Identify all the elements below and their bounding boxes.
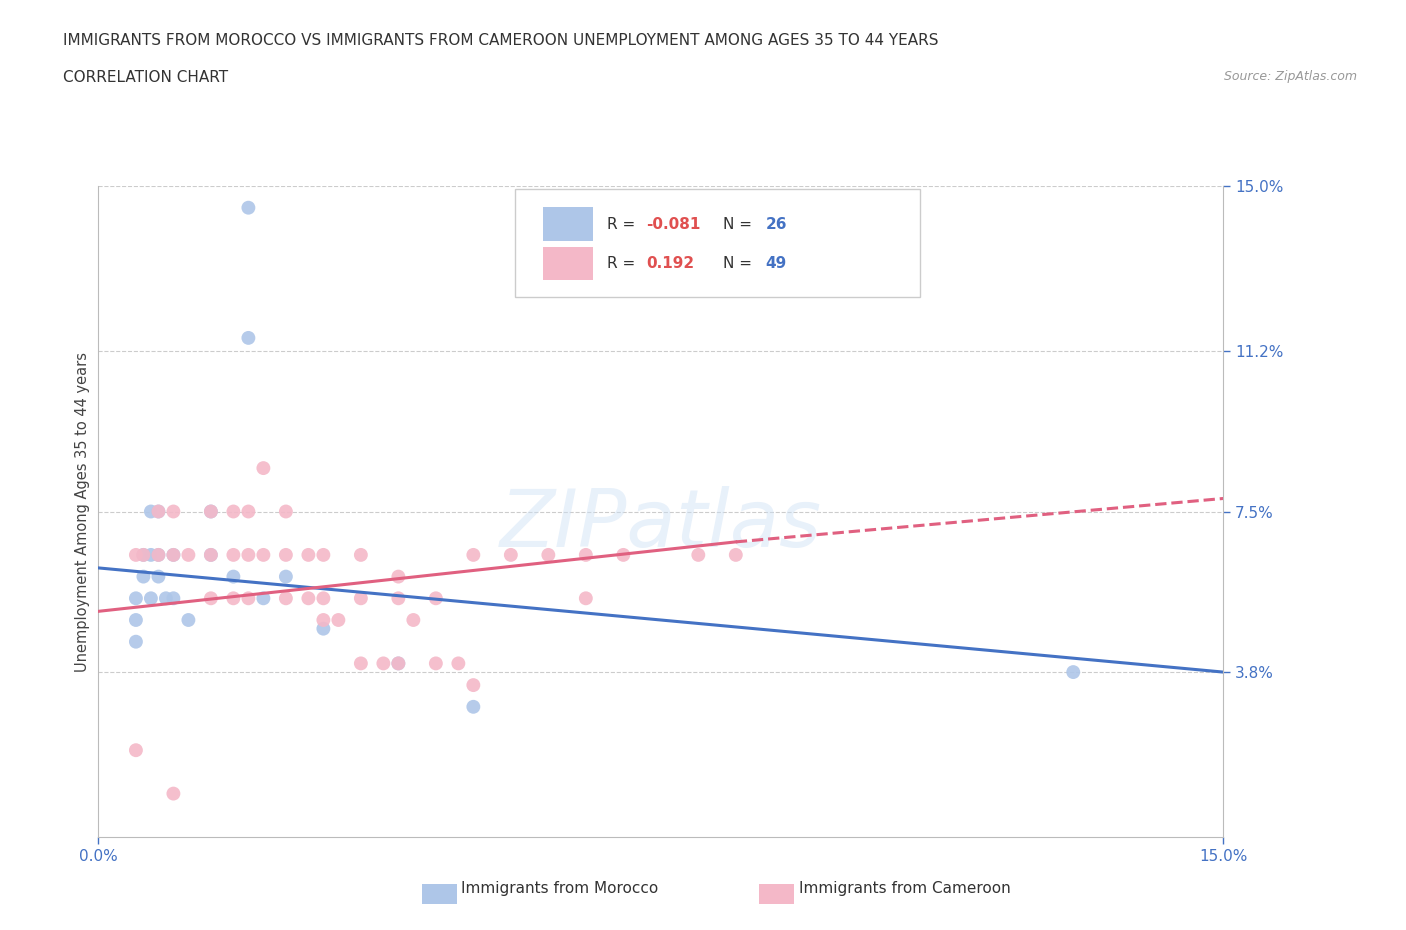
Point bbox=[162, 548, 184, 563]
Point bbox=[139, 548, 162, 563]
Point bbox=[148, 548, 170, 563]
Point bbox=[200, 548, 222, 563]
Point bbox=[463, 699, 485, 714]
Point bbox=[148, 548, 170, 563]
Point bbox=[148, 504, 170, 519]
Text: -0.081: -0.081 bbox=[647, 217, 700, 232]
Point bbox=[373, 656, 395, 671]
Point bbox=[162, 504, 184, 519]
Text: ZIPatlas: ZIPatlas bbox=[499, 485, 823, 564]
Point bbox=[252, 591, 274, 605]
FancyBboxPatch shape bbox=[515, 190, 920, 297]
Point bbox=[177, 613, 200, 628]
Point bbox=[463, 548, 485, 563]
Text: R =: R = bbox=[607, 256, 640, 271]
Point bbox=[274, 548, 297, 563]
Point bbox=[200, 504, 222, 519]
Point bbox=[200, 504, 222, 519]
FancyBboxPatch shape bbox=[543, 246, 593, 281]
Point bbox=[312, 613, 335, 628]
Point bbox=[252, 548, 274, 563]
Point bbox=[688, 548, 710, 563]
Point bbox=[125, 591, 148, 605]
Point bbox=[537, 548, 560, 563]
Text: IMMIGRANTS FROM MOROCCO VS IMMIGRANTS FROM CAMEROON UNEMPLOYMENT AMONG AGES 35 T: IMMIGRANTS FROM MOROCCO VS IMMIGRANTS FR… bbox=[63, 33, 939, 47]
Text: Immigrants from Cameroon: Immigrants from Cameroon bbox=[799, 881, 1011, 896]
Point bbox=[350, 591, 373, 605]
Text: N =: N = bbox=[723, 256, 756, 271]
Point bbox=[425, 656, 447, 671]
Point bbox=[238, 591, 260, 605]
Point bbox=[387, 569, 409, 584]
Point bbox=[238, 200, 260, 215]
Point bbox=[328, 613, 350, 628]
Point bbox=[162, 548, 184, 563]
Point bbox=[1062, 665, 1084, 680]
Point bbox=[132, 548, 155, 563]
Point bbox=[238, 504, 260, 519]
Point bbox=[447, 656, 470, 671]
Point bbox=[463, 678, 485, 693]
Point bbox=[139, 591, 162, 605]
Y-axis label: Unemployment Among Ages 35 to 44 years: Unemployment Among Ages 35 to 44 years bbox=[75, 352, 90, 671]
Text: 49: 49 bbox=[765, 256, 787, 271]
Point bbox=[724, 548, 747, 563]
Point bbox=[274, 569, 297, 584]
Point bbox=[312, 591, 335, 605]
Point bbox=[575, 548, 598, 563]
Point bbox=[350, 656, 373, 671]
FancyBboxPatch shape bbox=[543, 207, 593, 242]
Point bbox=[402, 613, 425, 628]
Point bbox=[575, 591, 598, 605]
Point bbox=[132, 548, 155, 563]
Point bbox=[499, 548, 522, 563]
Point bbox=[125, 634, 148, 649]
Point bbox=[222, 504, 245, 519]
Point bbox=[274, 504, 297, 519]
Point bbox=[612, 548, 634, 563]
Point bbox=[274, 591, 297, 605]
Point bbox=[155, 591, 177, 605]
Point bbox=[177, 548, 200, 563]
Point bbox=[312, 548, 335, 563]
Point bbox=[125, 743, 148, 758]
Point bbox=[387, 591, 409, 605]
Point bbox=[350, 548, 373, 563]
Point bbox=[162, 591, 184, 605]
Point bbox=[222, 591, 245, 605]
Point bbox=[297, 591, 319, 605]
Point bbox=[387, 656, 409, 671]
Point bbox=[139, 504, 162, 519]
Point bbox=[238, 330, 260, 345]
Text: N =: N = bbox=[723, 217, 756, 232]
Text: 26: 26 bbox=[765, 217, 787, 232]
Point bbox=[200, 548, 222, 563]
Point bbox=[425, 591, 447, 605]
Point bbox=[162, 786, 184, 801]
Point bbox=[238, 548, 260, 563]
Text: Source: ZipAtlas.com: Source: ZipAtlas.com bbox=[1223, 70, 1357, 83]
Point bbox=[200, 591, 222, 605]
Point bbox=[125, 613, 148, 628]
Point bbox=[222, 548, 245, 563]
Point bbox=[132, 569, 155, 584]
Text: 0.192: 0.192 bbox=[647, 256, 695, 271]
Point bbox=[387, 656, 409, 671]
Text: CORRELATION CHART: CORRELATION CHART bbox=[63, 70, 228, 85]
Point bbox=[222, 569, 245, 584]
Point bbox=[148, 504, 170, 519]
Text: Immigrants from Morocco: Immigrants from Morocco bbox=[461, 881, 658, 896]
Point bbox=[297, 548, 319, 563]
Point bbox=[312, 621, 335, 636]
Point bbox=[148, 569, 170, 584]
Point bbox=[125, 548, 148, 563]
Text: R =: R = bbox=[607, 217, 640, 232]
Point bbox=[252, 460, 274, 475]
